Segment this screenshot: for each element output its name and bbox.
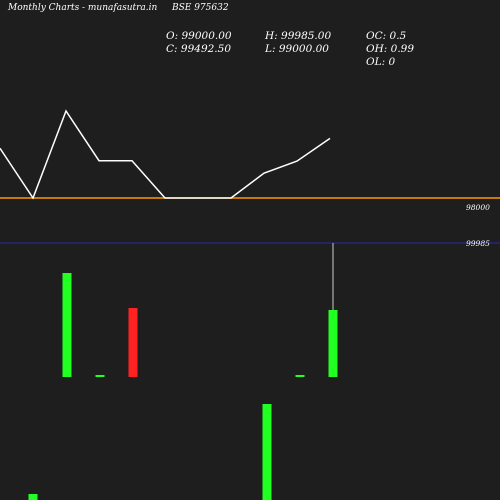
candle-panel: 99985	[0, 239, 500, 500]
site-name: - munafasutra.in	[82, 3, 158, 13]
chart-title: Monthly Charts	[8, 3, 80, 13]
candle-4	[128, 308, 138, 377]
oh-value: OH: 0.99	[366, 43, 415, 55]
high-ref-label: 99985	[466, 239, 490, 248]
candle-8	[262, 404, 272, 500]
high-value: H: 99985.00	[265, 30, 332, 42]
ol-value: OL: 0	[366, 56, 396, 68]
candle-9	[295, 375, 305, 377]
low-value: L: 99000.00	[265, 43, 329, 55]
candle-1	[28, 494, 38, 500]
candle-10	[328, 310, 338, 377]
support-line-label: 98000	[466, 203, 490, 212]
oc-value: OC: 0.5	[366, 30, 407, 42]
open-value: O: 99000.00	[166, 30, 232, 42]
price-panel: 98000	[0, 109, 500, 212]
close-value: C: 99492.50	[166, 43, 232, 55]
candle-2	[62, 273, 72, 377]
symbol-label: BSE 975632	[172, 3, 229, 13]
candle-3	[95, 375, 105, 377]
price-line	[0, 109, 331, 200]
